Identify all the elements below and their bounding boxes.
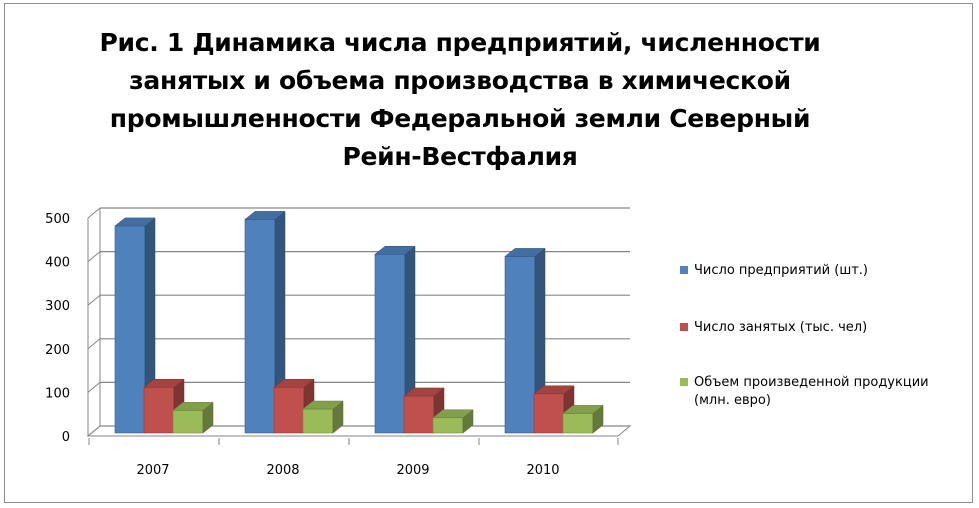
x-tick-label: 2010 <box>526 463 559 478</box>
legend-swatch-red-icon <box>680 323 688 331</box>
legend-item-enterprises: Число предприятий (шт.) <box>680 262 964 280</box>
bar-3-0 <box>504 256 536 434</box>
bar-top-0-1 <box>143 378 185 388</box>
bar-top-1-2 <box>302 400 344 410</box>
legend-label: Число занятых (тыс. чел) <box>694 320 868 335</box>
chart-title: Рис. 1 Динамика числа предприятий, числе… <box>99 28 821 171</box>
gridline-side <box>87 207 101 219</box>
legend-swatch-green-icon <box>680 378 688 386</box>
bar-3-2 <box>562 413 594 434</box>
bar-top-2-1 <box>403 387 445 397</box>
bar-top-0-0 <box>114 217 156 227</box>
gridline-side <box>87 338 101 350</box>
y-tick-label: 500 <box>45 212 70 227</box>
legend-swatch-blue-icon <box>680 266 688 274</box>
bar-top-3-1 <box>533 385 575 395</box>
x-tick-label: 2007 <box>136 463 169 478</box>
bar-top-1-0 <box>244 211 286 220</box>
bar-3-1 <box>533 393 565 434</box>
bar-2-1 <box>403 395 435 434</box>
y-tick-label: 100 <box>45 386 70 401</box>
y-tick-label: 200 <box>45 343 70 358</box>
x-tick-label: 2009 <box>396 463 429 478</box>
legend-label: Число предприятий (шт.) <box>694 263 869 278</box>
y-tick-label: 0 <box>62 430 70 445</box>
bar-top-2-2 <box>432 409 474 418</box>
legend-item-employees: Число занятых (тыс. чел) <box>680 319 964 337</box>
legend-item-production: Объем произведенной продукции (млн. евро… <box>680 374 964 410</box>
bar-0-0 <box>114 225 146 434</box>
bar-top-0-2 <box>172 402 214 411</box>
legend-label: Объем произведенной продукции (млн. евро… <box>694 375 929 408</box>
gridline-side <box>87 382 101 393</box>
bar-2-0 <box>374 253 406 434</box>
bar-2-2 <box>432 417 464 434</box>
x-tick-label: 2008 <box>266 463 299 478</box>
bar-1-1 <box>273 386 305 434</box>
bar-1-2 <box>302 408 334 434</box>
y-tick-label: 400 <box>45 256 70 271</box>
bar-1-0 <box>244 219 276 434</box>
bar-top-3-0 <box>504 248 546 257</box>
bar-top-1-1 <box>273 378 315 388</box>
bar-0-2 <box>172 410 204 434</box>
gridline-side <box>87 251 101 262</box>
gridline-side <box>87 294 101 306</box>
bar-0-1 <box>143 386 175 434</box>
y-tick-label: 300 <box>45 299 70 314</box>
bar-top-2-0 <box>374 245 416 255</box>
bar-top-3-2 <box>562 405 604 414</box>
